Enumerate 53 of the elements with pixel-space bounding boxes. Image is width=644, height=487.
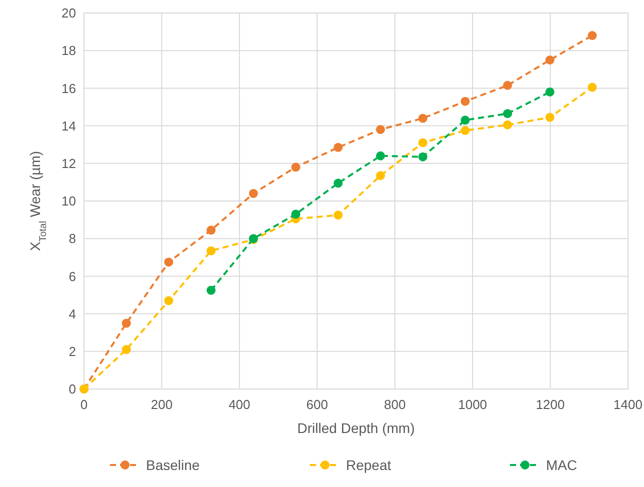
point <box>503 109 512 118</box>
point <box>206 226 216 235</box>
point <box>206 286 216 295</box>
y-tick-label: 16 <box>62 80 76 96</box>
point <box>588 31 597 40</box>
point <box>164 296 174 306</box>
point <box>503 80 512 90</box>
point <box>460 126 470 135</box>
point <box>376 151 385 160</box>
point <box>588 82 597 92</box>
y-tick-label: 14 <box>62 118 76 134</box>
x-tick-label: 200 <box>150 397 173 412</box>
x-tick-label: 1200 <box>536 397 565 412</box>
y-tick-label: 8 <box>68 231 76 246</box>
x-tick-label: 800 <box>384 397 406 412</box>
x-tick-label: 400 <box>228 397 250 412</box>
x-tick-label: 600 <box>306 397 328 412</box>
legend-label: Baseline <box>146 456 200 473</box>
y-tick-label: 18 <box>62 43 76 58</box>
x-axis-title: Drilled Depth (mm) <box>297 420 415 436</box>
point <box>460 116 470 125</box>
point <box>545 56 554 64</box>
point <box>418 138 428 148</box>
point <box>545 112 554 122</box>
y-tick-label: 12 <box>62 156 76 171</box>
point <box>334 210 343 220</box>
point <box>291 162 300 172</box>
point <box>503 120 512 130</box>
point <box>376 171 385 180</box>
legend-label: Repeat <box>346 456 392 473</box>
point <box>248 188 258 198</box>
y-tick-label: 4 <box>68 306 76 322</box>
point <box>291 210 300 219</box>
y-tick-label: 0 <box>68 382 76 397</box>
x-tick-label: 0 <box>80 397 88 412</box>
point <box>376 125 385 134</box>
point <box>545 87 554 96</box>
y-tick-label: 20 <box>62 6 76 21</box>
y-tick-label: 2 <box>68 344 76 359</box>
point <box>460 96 470 106</box>
point <box>334 178 343 188</box>
point <box>164 258 174 267</box>
y-tick-label: 6 <box>68 268 76 284</box>
legend-label: MAC <box>546 456 578 473</box>
point <box>418 152 428 162</box>
point <box>206 246 216 256</box>
point <box>334 142 343 152</box>
point <box>418 114 428 123</box>
point <box>122 318 131 328</box>
x-tick-label: 1400 <box>614 397 642 412</box>
point <box>122 345 131 354</box>
x-tick-label: 1000 <box>458 397 488 412</box>
y-tick-label: 10 <box>62 194 76 209</box>
